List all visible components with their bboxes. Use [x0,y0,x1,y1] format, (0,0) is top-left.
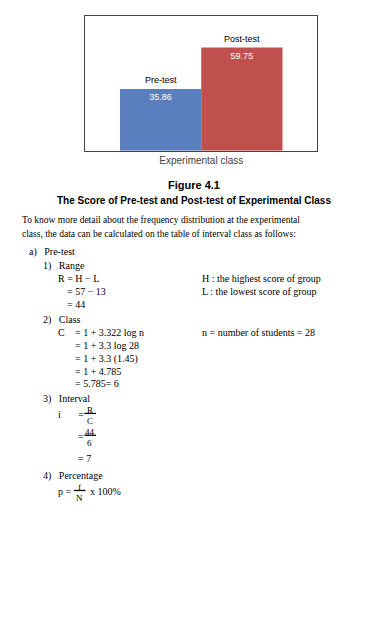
svg-text:Post-test: Post-test [224,34,260,44]
svg-text:= 1 + 3.322 log n: = 1 + 3.322 log n [75,327,144,338]
svg-text:class, the data can be calcula: class, the data can be calculated on the… [22,229,296,239]
svg-text:p =: p = [58,486,72,497]
svg-text:N: N [76,493,83,503]
svg-text:6: 6 [87,438,92,448]
svg-text:35.86: 35.86 [149,92,172,102]
svg-text:Figure 4.1: Figure 4.1 [168,179,220,191]
svg-text:= 5.785= 6: = 5.785= 6 [75,378,119,389]
svg-text:The Score of Pre-test and Post: The Score of Pre-test and Post-test of E… [57,195,331,206]
svg-text:2) Class: 2) Class [43,314,81,326]
svg-text:= 1 + 3.3 log 28: = 1 + 3.3 log 28 [75,340,139,351]
svg-text:=: = [78,409,84,420]
svg-text:n = number of students = 28: n = number of students = 28 [202,327,315,338]
svg-text:44: 44 [85,427,95,437]
svg-text:4) Percentage: 4) Percentage [43,470,103,482]
svg-text:f: f [78,482,81,492]
svg-text:=: = [78,431,84,442]
svg-text:i: i [58,409,61,420]
svg-text:1) Range: 1) Range [43,260,85,272]
svg-text:= 57 − 13: = 57 − 13 [67,286,106,297]
svg-text:R = H − L: R = H − L [58,273,99,284]
svg-text:H : the highest score of group: H : the highest score of group [202,273,321,284]
svg-text:C: C [58,327,65,338]
svg-text:C: C [87,416,93,426]
svg-text:Experimental class: Experimental class [159,155,243,166]
svg-text:= 7: = 7 [78,453,91,464]
svg-text:59.75: 59.75 [231,51,254,61]
svg-text:3) Interval: 3) Interval [43,393,90,405]
svg-text:a) Pre-test: a) Pre-test [29,246,75,258]
svg-text:= 44: = 44 [67,299,85,310]
svg-text:To know more detail about the: To know more detail about the frequency … [22,215,300,225]
svg-text:= 1 + 4.785: = 1 + 4.785 [75,366,121,377]
svg-text:L : the lowest score of group: L : the lowest score of group [202,286,317,297]
svg-text:= 1 + 3.3 (1.45): = 1 + 3.3 (1.45) [75,353,138,365]
svg-text:x 100%: x 100% [90,486,121,497]
svg-text:R: R [87,405,93,415]
svg-text:Pre-test: Pre-test [145,75,177,85]
